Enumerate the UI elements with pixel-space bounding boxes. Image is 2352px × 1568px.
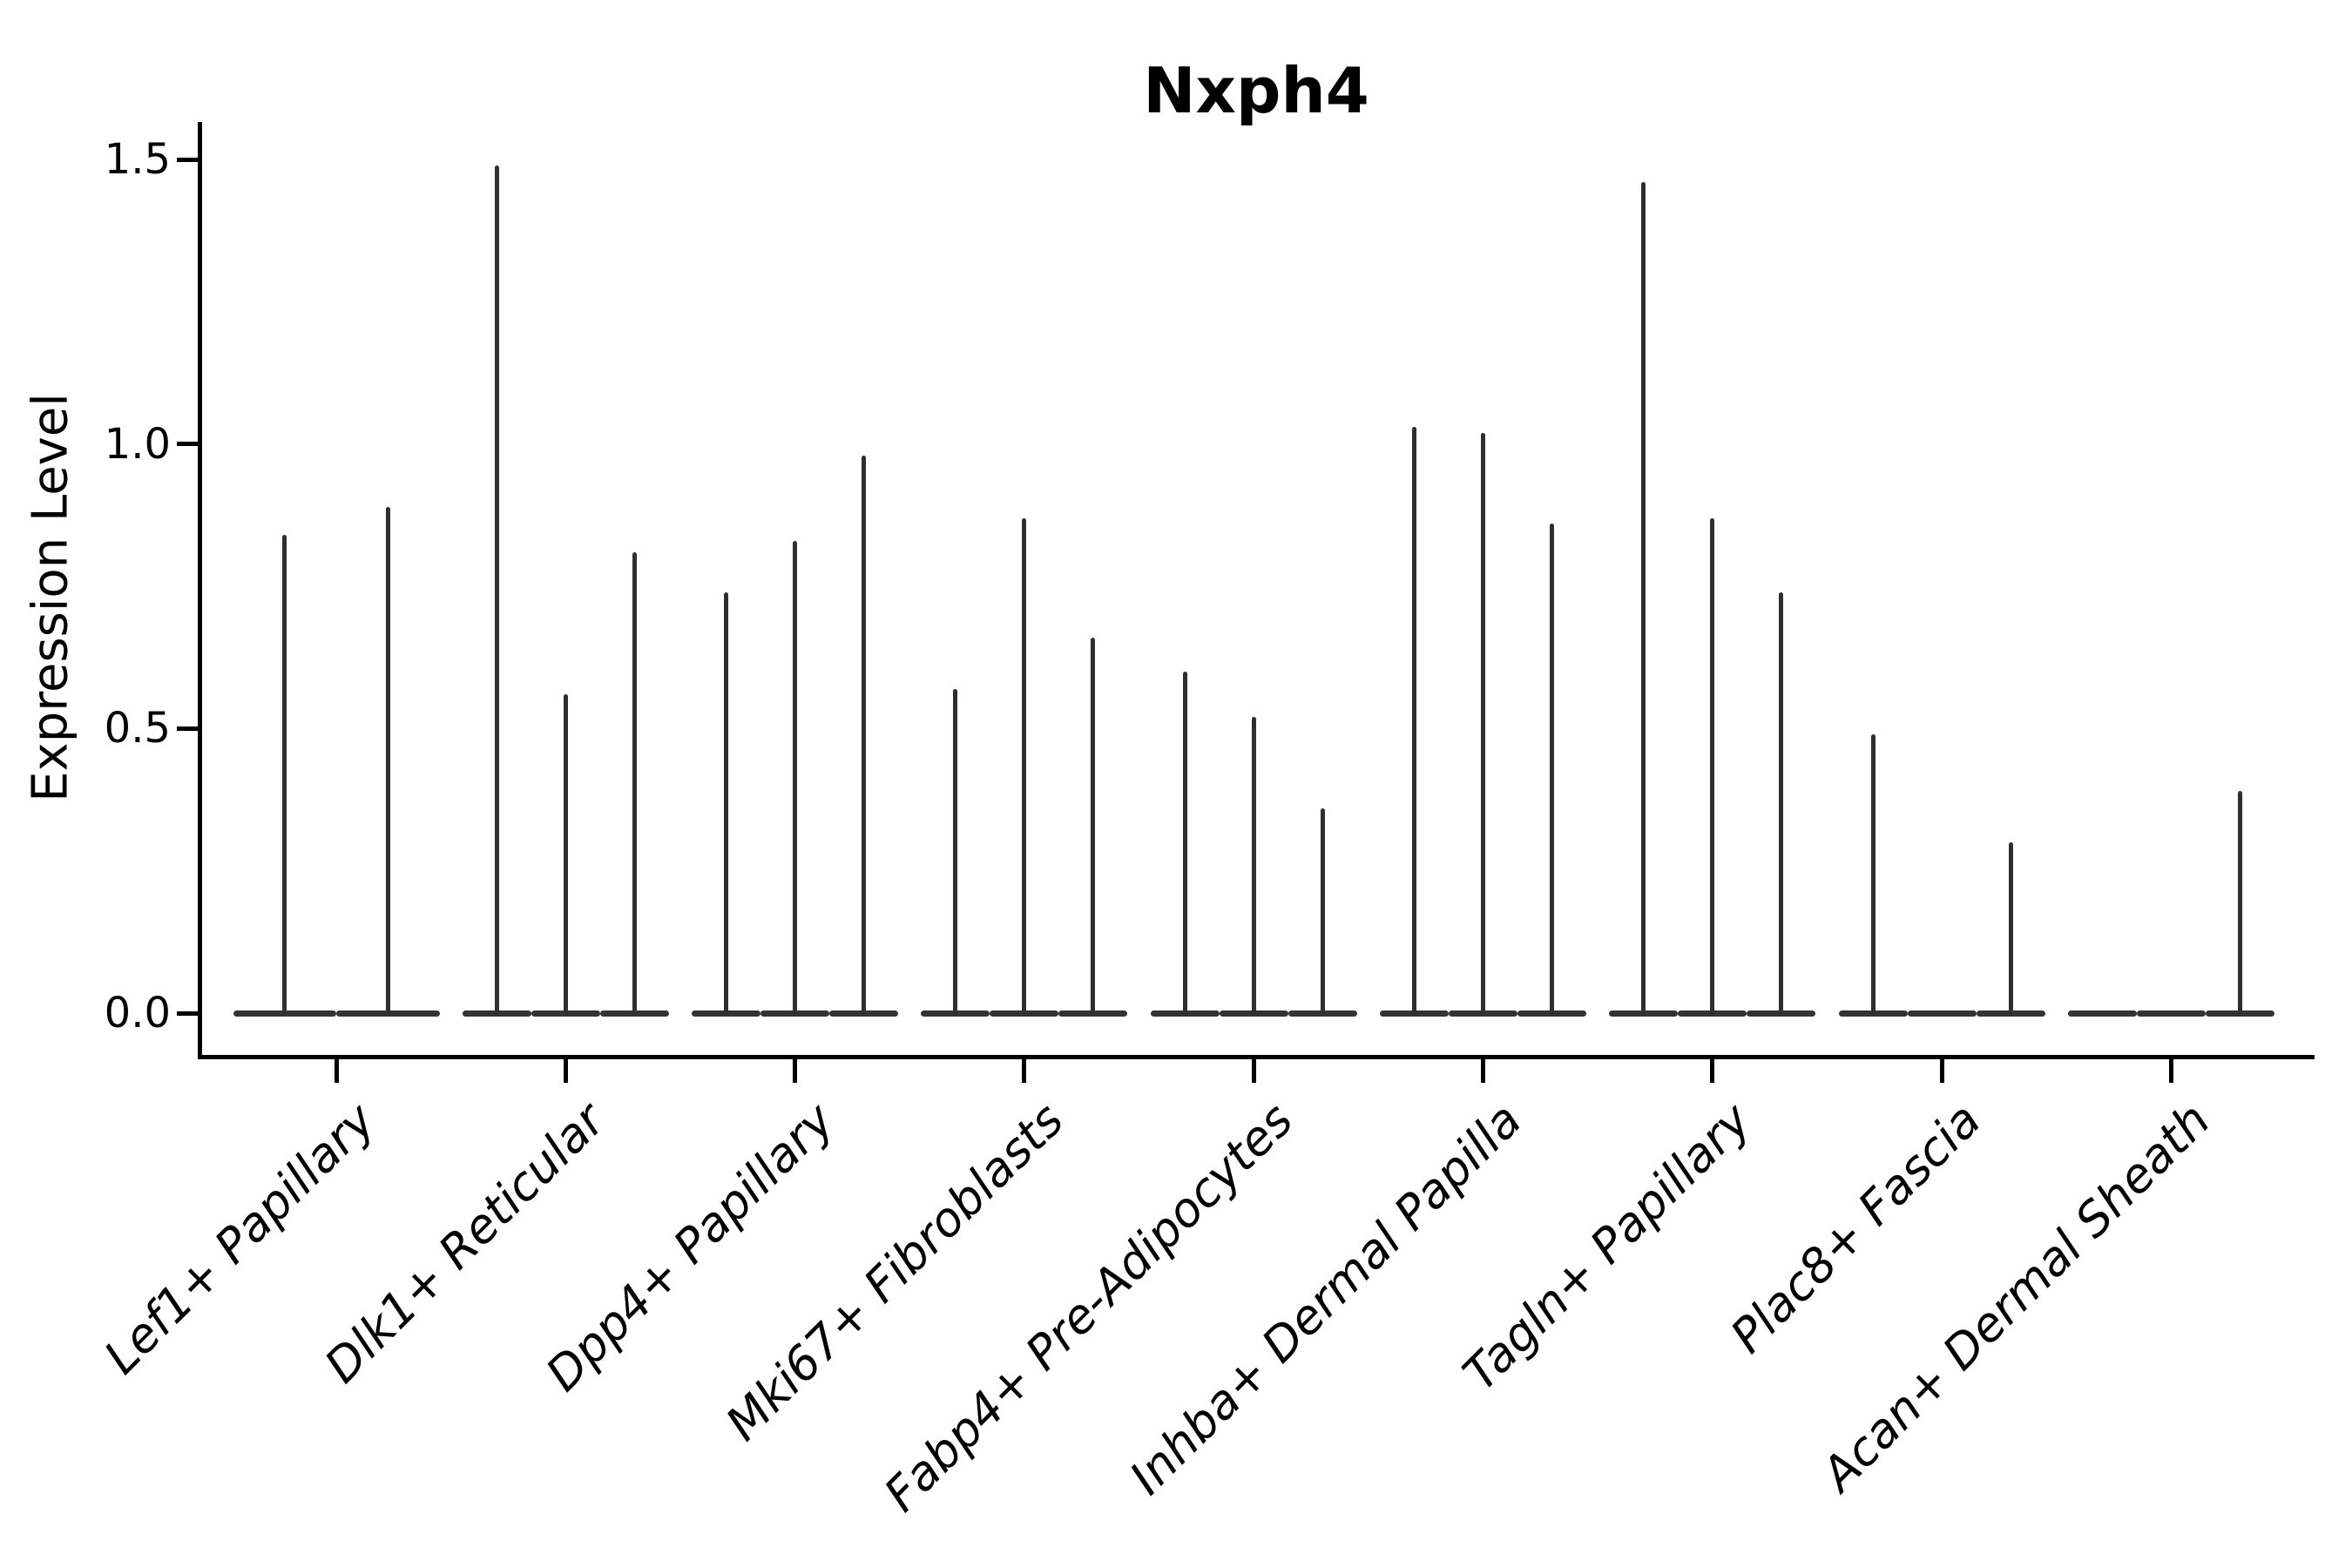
violin-base — [1907, 1010, 1977, 1017]
violin-spike — [953, 688, 958, 1016]
violin-spike — [1320, 808, 1325, 1016]
y-tick-label: 0.5 — [104, 704, 171, 754]
x-tick-mark — [2168, 1058, 2173, 1083]
violin-spike — [1251, 717, 1256, 1016]
violin-spike — [2237, 791, 2242, 1016]
chart-title: Nxph4 — [1143, 54, 1369, 127]
x-tick-label: Fabp4+ Pre-Adipocytes — [873, 1092, 1303, 1523]
violin-spike — [563, 694, 568, 1016]
violin-spike — [1022, 517, 1027, 1016]
x-tick-label: Acan+ Dermal Sheath — [1811, 1092, 2220, 1502]
violin-spike — [2008, 842, 2013, 1016]
violin-base — [2136, 1010, 2206, 1017]
violin-base — [2067, 1010, 2137, 1017]
y-tick-mark — [177, 442, 198, 447]
y-tick-mark — [177, 726, 198, 731]
violin-spike — [494, 165, 499, 1016]
violin-spike — [1182, 672, 1187, 1016]
x-tick-label: Inhba+ Dermal Papilla — [1119, 1092, 1533, 1505]
violin-spike — [1710, 517, 1715, 1016]
y-tick-label: 1.0 — [104, 419, 171, 469]
x-axis-spine — [198, 1055, 2315, 1059]
x-tick-mark — [793, 1058, 798, 1083]
y-tick-mark — [177, 157, 198, 162]
y-tick-label: 1.5 — [104, 135, 171, 185]
violin-spike — [1481, 432, 1485, 1016]
violin-spike — [1641, 182, 1646, 1016]
violin-spike — [862, 455, 867, 1016]
violin-spike — [1870, 733, 1876, 1016]
x-tick-mark — [1939, 1058, 1944, 1083]
y-axis-spine — [198, 122, 202, 1059]
violin-spike — [385, 506, 390, 1016]
violin-spike — [282, 535, 287, 1016]
violin-spike — [793, 540, 798, 1016]
violin-spike — [724, 591, 729, 1016]
violin-spike — [1550, 524, 1554, 1016]
y-tick-mark — [177, 1010, 198, 1016]
x-tick-mark — [1022, 1058, 1027, 1083]
x-tick-mark — [1710, 1058, 1715, 1083]
violin-spike — [1412, 427, 1416, 1016]
x-tick-mark — [1251, 1058, 1256, 1083]
x-tick-mark — [1481, 1058, 1485, 1083]
violin-spike — [632, 551, 637, 1016]
violin-spike — [1779, 591, 1784, 1016]
x-tick-mark — [334, 1058, 339, 1083]
x-tick-mark — [563, 1058, 568, 1083]
violin-spike — [1091, 637, 1096, 1016]
y-tick-label: 0.0 — [104, 989, 171, 1037]
